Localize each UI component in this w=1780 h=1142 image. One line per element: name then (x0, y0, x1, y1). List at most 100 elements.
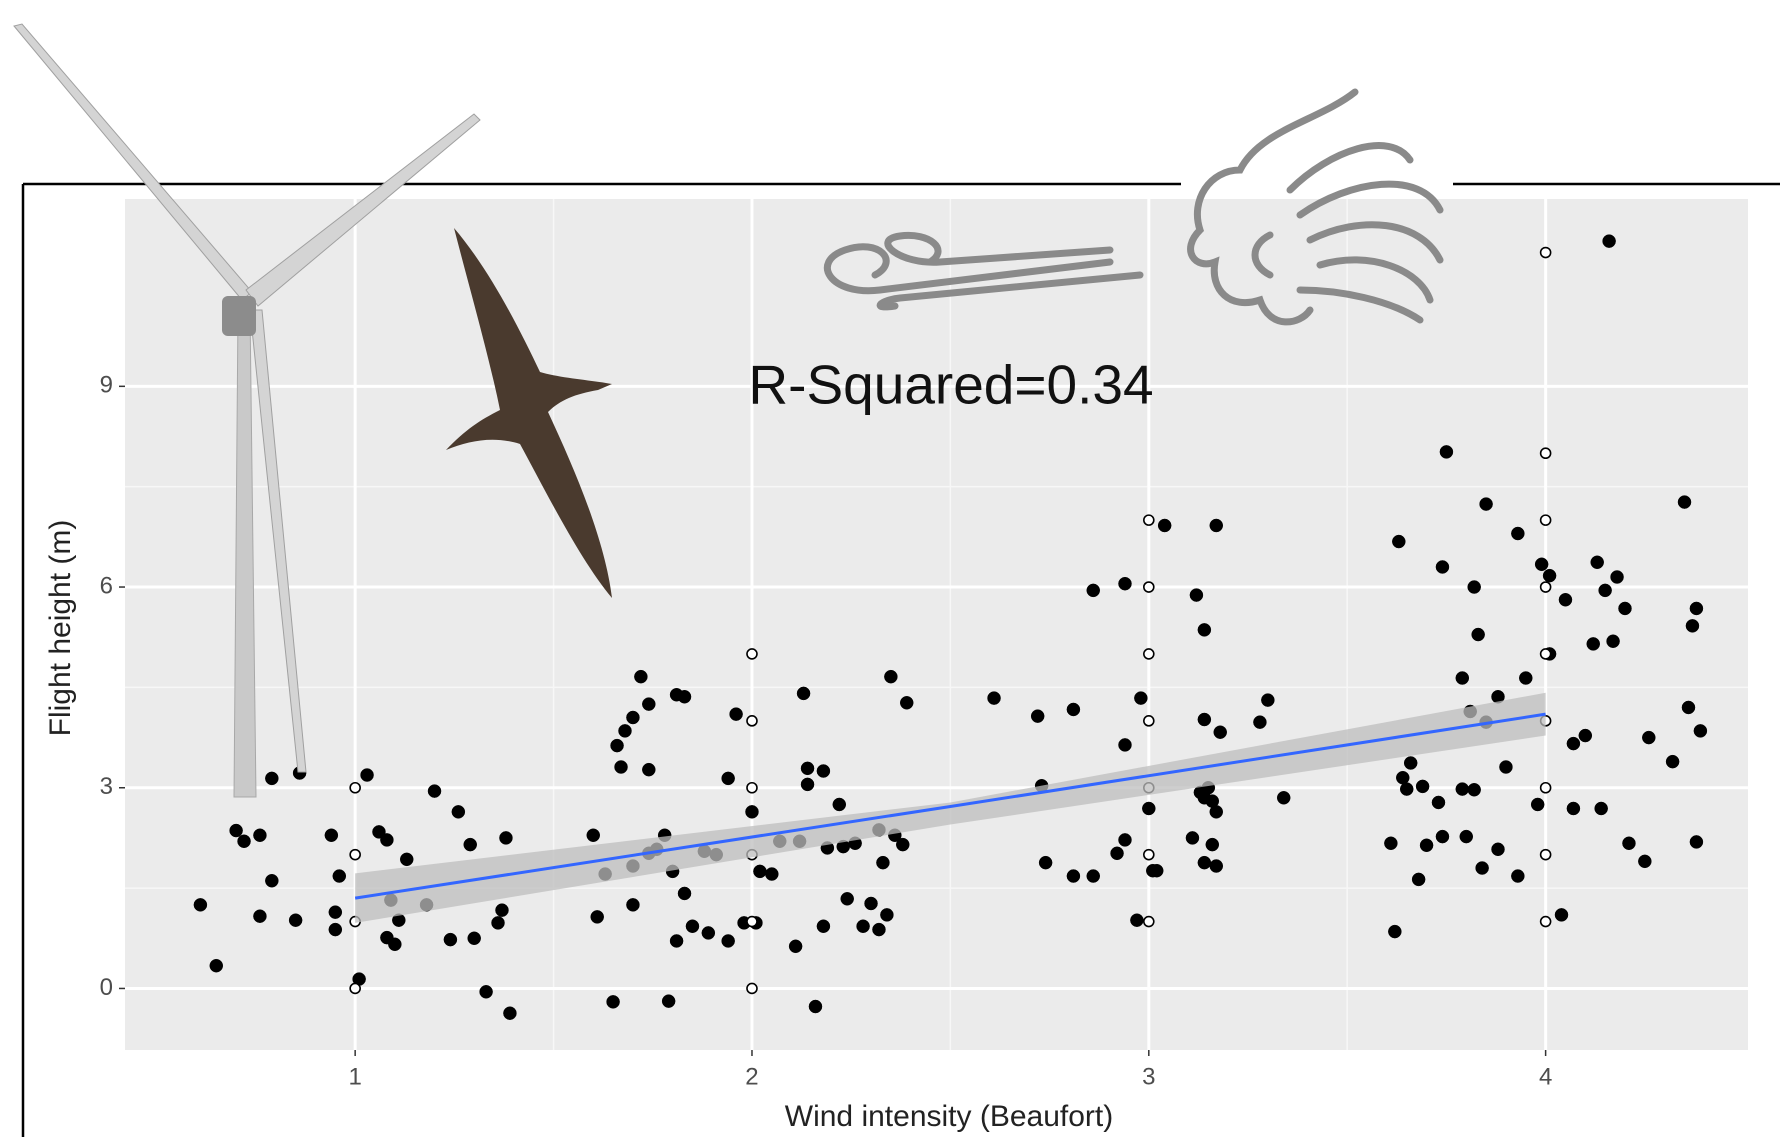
bird (446, 228, 612, 598)
point (1606, 634, 1620, 648)
point (1610, 570, 1624, 584)
point (1566, 736, 1581, 751)
point (1693, 724, 1708, 738)
x-tick-label: 3 (1142, 1063, 1155, 1090)
point (1578, 728, 1593, 743)
open-point (1539, 581, 1552, 593)
point (1534, 557, 1549, 572)
y-tick-label: 9 (100, 372, 113, 399)
point (832, 797, 847, 812)
point (399, 852, 414, 867)
point (1118, 738, 1132, 752)
open-point (746, 781, 758, 794)
point (586, 828, 600, 842)
decorations (13, 23, 1444, 798)
point (626, 710, 640, 725)
point (642, 697, 656, 711)
point (765, 867, 779, 881)
point (721, 934, 735, 948)
point (1602, 234, 1616, 248)
point (1086, 869, 1100, 883)
point (265, 873, 279, 888)
point (1261, 693, 1275, 707)
point (1689, 601, 1704, 616)
point (1134, 691, 1148, 705)
point (899, 696, 914, 710)
y-tick-label: 3 (100, 773, 113, 800)
point (463, 837, 477, 852)
point (1467, 580, 1481, 594)
point (1110, 846, 1124, 861)
point (872, 922, 886, 937)
point (1399, 782, 1414, 796)
point (1209, 805, 1224, 819)
point (796, 686, 811, 701)
point (503, 1006, 517, 1020)
point (1189, 588, 1204, 602)
point (987, 691, 1001, 705)
open-point (1539, 848, 1552, 861)
point (1435, 560, 1450, 574)
point (1558, 592, 1573, 607)
open-point (1539, 246, 1552, 259)
point (1066, 869, 1081, 883)
point (1086, 583, 1100, 598)
point (1209, 859, 1224, 873)
x-tick-label: 2 (745, 1063, 758, 1090)
point (753, 864, 767, 879)
point (328, 922, 343, 937)
y-tick-label: 6 (100, 572, 113, 599)
point (1213, 725, 1227, 739)
point (451, 805, 466, 819)
point (427, 784, 442, 798)
point (1689, 835, 1704, 849)
point (729, 707, 743, 721)
open-point (746, 915, 758, 928)
open-point (1142, 715, 1155, 727)
point (1459, 829, 1474, 844)
point (1403, 756, 1418, 770)
point (1130, 913, 1144, 927)
point (745, 805, 759, 819)
x-tick-label: 1 (348, 1063, 361, 1090)
point (618, 724, 632, 738)
point (669, 934, 684, 948)
point (1491, 842, 1505, 857)
point (1455, 671, 1470, 685)
point (1594, 801, 1608, 816)
point (614, 760, 628, 774)
point (1566, 801, 1581, 816)
point (1197, 855, 1212, 870)
point (1586, 637, 1600, 651)
open-point (1142, 514, 1155, 526)
point (1157, 518, 1172, 533)
open-point (1539, 648, 1552, 660)
y-tick-label: 0 (100, 974, 113, 1001)
point (1209, 518, 1224, 533)
point (499, 831, 513, 845)
open-point (1539, 514, 1552, 526)
point (626, 898, 640, 912)
point (1622, 836, 1636, 851)
point (467, 931, 481, 946)
turbine-blade (13, 23, 253, 301)
point (816, 764, 831, 778)
point (590, 910, 604, 924)
point (1435, 829, 1450, 844)
point (1038, 855, 1053, 870)
point (1066, 702, 1081, 717)
point (193, 898, 208, 912)
turbine-blade (249, 309, 307, 773)
point (610, 738, 624, 753)
fit-line (354, 712, 1546, 900)
point (1388, 924, 1402, 939)
point (1479, 497, 1493, 511)
point (1396, 770, 1410, 785)
x-tick-label: 4 (1539, 1063, 1552, 1090)
point (864, 896, 878, 911)
point (816, 919, 831, 933)
point (685, 919, 700, 933)
point (1276, 791, 1291, 805)
